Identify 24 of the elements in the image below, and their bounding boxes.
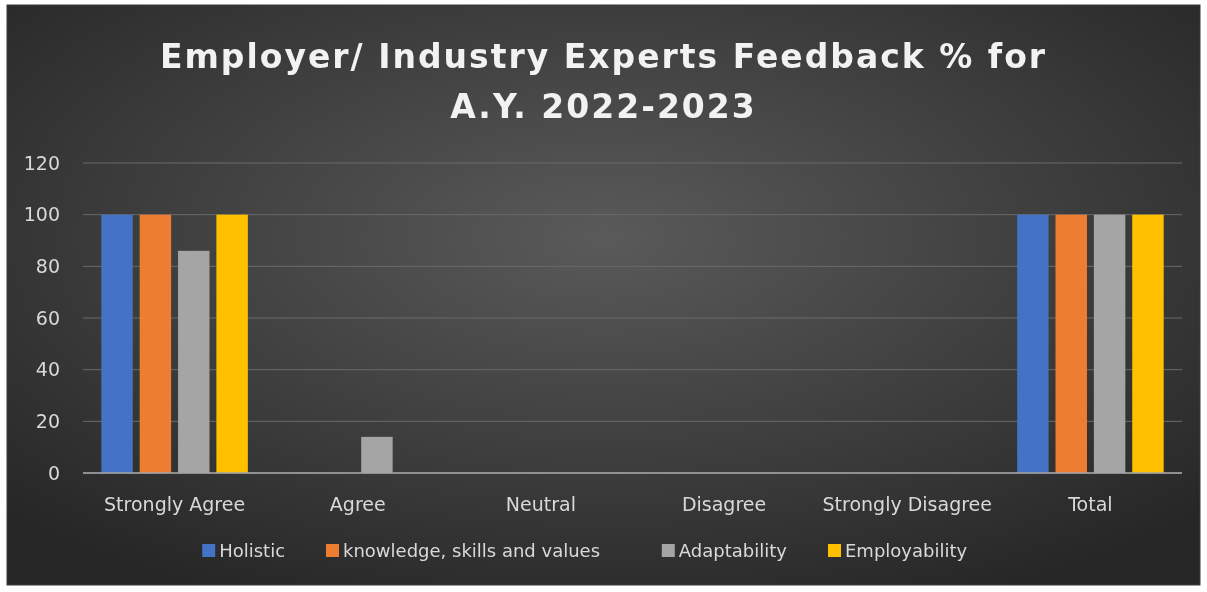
bar (139, 214, 172, 473)
bar (216, 214, 248, 473)
y-tick-label: 100 (23, 203, 60, 226)
y-tick-label: 20 (35, 409, 60, 432)
y-tick-label: 120 (23, 151, 60, 174)
x-tick-label: Strongly Agree (104, 493, 246, 515)
x-tick-label: Total (1067, 493, 1113, 515)
bar (1132, 214, 1164, 473)
legend-label: Adaptability (678, 540, 788, 561)
x-tick-label: Disagree (681, 493, 767, 515)
y-tick-label: 0 (47, 461, 60, 484)
bar (101, 214, 133, 473)
y-tick-label: 80 (35, 254, 60, 277)
bar (1055, 214, 1087, 473)
x-tick-label: Neutral (505, 493, 576, 515)
x-tick-label: Agree (329, 493, 386, 515)
legend-label: knowledge, skills and values (343, 540, 601, 561)
x-tick-label: Strongly Disagree (822, 493, 992, 515)
y-tick-label: 60 (35, 306, 60, 329)
bar (1017, 214, 1049, 473)
y-tick-label: 40 (35, 358, 60, 381)
legend-label: Employability (845, 540, 968, 561)
legend-label: Holistic (219, 540, 286, 561)
chart-title: Employer/ Industry Experts Feedback % for A.Y. 2022-2023 (159, 37, 1048, 126)
